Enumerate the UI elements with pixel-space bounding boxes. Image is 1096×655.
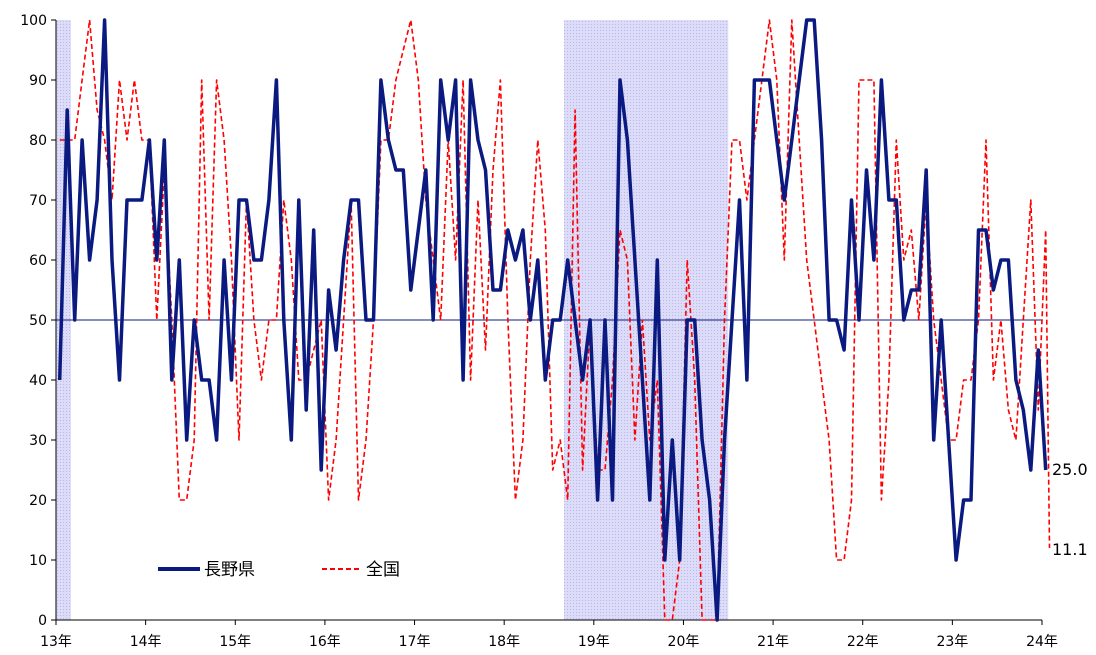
series-line-nagano xyxy=(57,18,1048,622)
x-tick-label: 18年 xyxy=(488,634,520,650)
x-tick-label: 22年 xyxy=(847,634,879,650)
x-tick-label: 23年 xyxy=(936,634,968,650)
x-tick-label: 17年 xyxy=(399,634,431,650)
series-lines xyxy=(57,18,1051,622)
x-tick-label: 21年 xyxy=(757,634,789,650)
x-tick-label: 13年 xyxy=(40,634,72,650)
x-tick-label: 16年 xyxy=(309,634,341,650)
y-tick-labels: 0 10 20 30 40 50 60 70 80 90 100 xyxy=(20,13,56,629)
y-tick-label: 40 xyxy=(29,373,47,389)
x-tick-label: 24年 xyxy=(1026,634,1058,650)
y-tick-label: 0 xyxy=(38,613,47,629)
y-tick-label: 90 xyxy=(29,73,47,89)
x-tick-label: 19年 xyxy=(578,634,610,650)
end-label-nagano: 25.0 xyxy=(1052,460,1088,479)
x-tick-label: 14年 xyxy=(130,634,162,650)
y-tick-label: 30 xyxy=(29,433,47,449)
x-tick-label: 20年 xyxy=(668,634,700,650)
legend-label-national: 全国 xyxy=(366,560,400,580)
y-tick-label: 70 xyxy=(29,193,47,209)
y-tick-label: 60 xyxy=(29,253,47,269)
y-tick-label: 50 xyxy=(29,313,47,329)
legend-label-nagano: 長野県 xyxy=(204,560,255,580)
end-label-national: 11.1 xyxy=(1052,540,1088,559)
legend: 長野県 全国 xyxy=(158,560,400,580)
y-tick-label: 10 xyxy=(29,553,47,569)
y-tick-label: 100 xyxy=(20,13,47,29)
y-tick-label: 20 xyxy=(29,493,47,509)
y-tick-label: 80 xyxy=(29,133,47,149)
x-tick-labels: 13年 14年 15年 16年 17年 18年 19年 20年 21年 22年 23年 24年 xyxy=(40,620,1058,650)
x-tick-label: 15年 xyxy=(219,634,251,650)
series-line-national xyxy=(59,19,1051,621)
